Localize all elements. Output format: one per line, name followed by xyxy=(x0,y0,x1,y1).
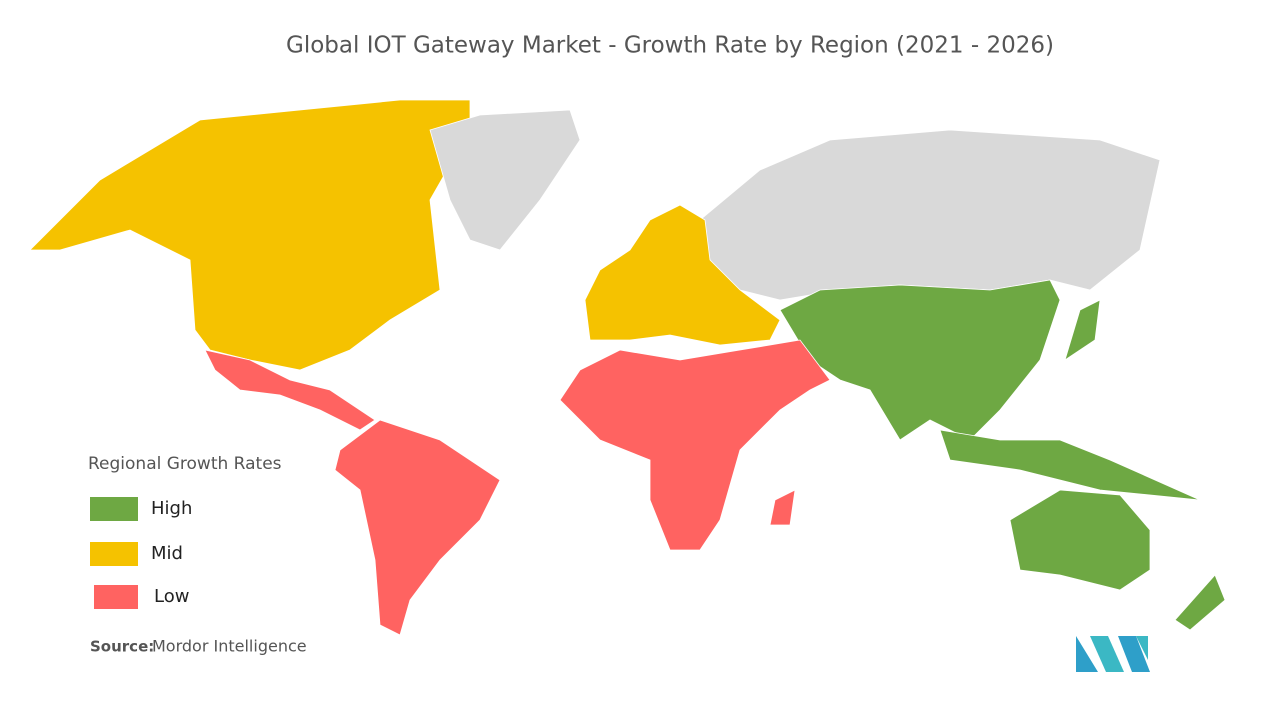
map-title: Global IOT Gateway Market - Growth Rate … xyxy=(286,33,1054,59)
legend-label: High xyxy=(151,498,192,519)
region-madagascar xyxy=(769,489,796,526)
region-south-america xyxy=(334,419,501,636)
region-europe xyxy=(584,204,781,346)
legend-label: Low xyxy=(154,586,189,607)
logo-part xyxy=(1076,636,1098,672)
legend-swatch xyxy=(90,497,138,521)
legend-swatch xyxy=(90,542,138,566)
region-new-zealand xyxy=(1174,574,1226,631)
region-north-america xyxy=(29,99,471,371)
region-southeast-asia xyxy=(939,429,1201,501)
region-japan xyxy=(1064,299,1101,361)
legend-title: Regional Growth Rates xyxy=(88,454,282,474)
legend-swatch xyxy=(94,585,138,609)
region-russia xyxy=(699,129,1161,301)
region-central-america xyxy=(204,349,376,431)
logo-part xyxy=(1118,636,1150,672)
region-africa-middle-east xyxy=(559,339,831,551)
logo-part xyxy=(1090,636,1124,672)
logo-part xyxy=(1136,636,1148,660)
logo xyxy=(1076,636,1150,672)
source-label: Source: xyxy=(90,638,154,656)
legend: High Mid Low xyxy=(90,497,192,609)
source-text: Mordor Intelligence xyxy=(152,637,307,656)
world-map xyxy=(29,99,1226,636)
region-greenland xyxy=(429,109,581,251)
region-australia xyxy=(1009,489,1151,591)
legend-label: Mid xyxy=(151,543,183,564)
region-asia xyxy=(779,279,1061,441)
